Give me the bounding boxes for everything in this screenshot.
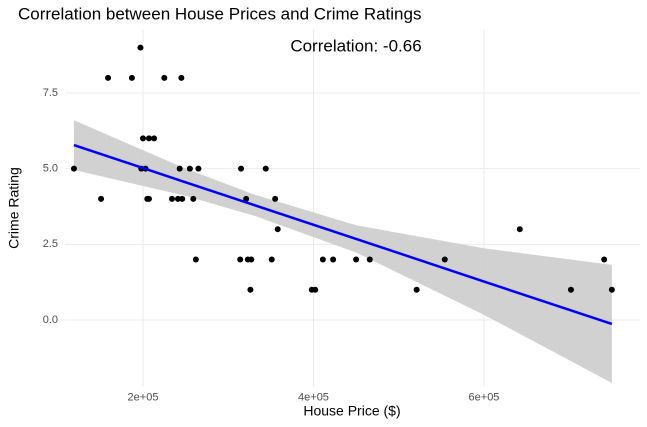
y-tick-label: 2.5: [43, 238, 58, 250]
point: [128, 74, 135, 81]
point: [268, 256, 275, 263]
point: [353, 256, 360, 263]
x-tick-label: 2e+05: [128, 392, 159, 404]
chart-title: Correlation between House Prices and Cri…: [18, 4, 421, 23]
point: [137, 44, 144, 51]
point: [319, 256, 326, 263]
point: [98, 195, 105, 202]
annotation: Correlation: -0.66: [290, 36, 421, 55]
confidence-band: [73, 120, 612, 383]
point: [441, 256, 448, 263]
y-tick-label: 7.5: [43, 87, 58, 99]
point: [274, 226, 281, 233]
point: [238, 165, 245, 172]
point: [145, 195, 152, 202]
point: [262, 165, 269, 172]
point: [192, 256, 199, 263]
point: [174, 195, 181, 202]
y-tick-label: 0.0: [43, 314, 58, 326]
point: [176, 165, 183, 172]
point: [567, 286, 574, 293]
y-tick-label: 5.0: [43, 163, 58, 175]
point: [272, 195, 279, 202]
point: [179, 195, 186, 202]
point: [178, 74, 185, 81]
point: [608, 286, 615, 293]
point: [186, 165, 193, 172]
x-axis-label: House Price ($): [303, 403, 400, 419]
point: [312, 286, 319, 293]
x-tick-label: 6e+05: [469, 392, 500, 404]
point: [601, 256, 608, 263]
point: [70, 165, 77, 172]
point: [248, 256, 255, 263]
point: [151, 135, 158, 142]
point: [247, 286, 254, 293]
point: [168, 195, 175, 202]
point: [105, 74, 112, 81]
point: [237, 256, 244, 263]
point: [243, 195, 250, 202]
point: [195, 165, 202, 172]
point: [161, 74, 168, 81]
fit-line: [73, 143, 613, 326]
point: [516, 226, 523, 233]
point: [145, 135, 152, 142]
plot: [70, 44, 615, 383]
point: [330, 256, 337, 263]
point: [413, 286, 420, 293]
x-tick-label: 4e+05: [298, 392, 329, 404]
point: [190, 195, 197, 202]
point: [140, 135, 147, 142]
point: [366, 256, 373, 263]
y-axis-label: Crime Rating: [6, 167, 22, 249]
